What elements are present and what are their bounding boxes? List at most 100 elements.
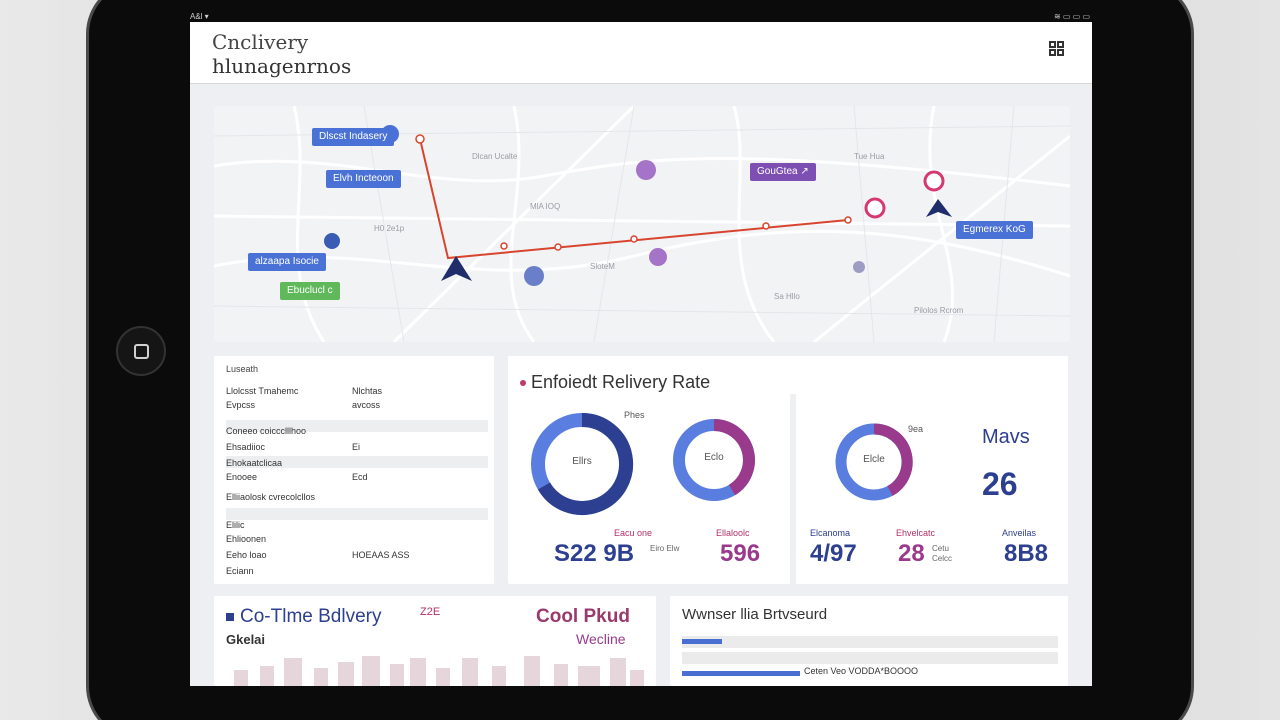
rate-divider	[790, 394, 796, 584]
hbar-fill	[682, 639, 722, 644]
hbar-fill	[682, 671, 800, 676]
ontime-badge: Z2E	[420, 606, 441, 618]
detail-separator	[226, 420, 488, 432]
vehicle-marker-icon-2[interactable]	[926, 199, 952, 217]
bar	[234, 670, 248, 686]
stat-value-1: S22 9B	[554, 540, 635, 567]
location-pin-icon-2[interactable]	[864, 197, 886, 219]
detail-row: Coneeo coiccclllhoo	[226, 426, 486, 440]
stat-unit-4: Cetu Celcc	[932, 544, 953, 563]
third-caption: 9ea	[908, 424, 924, 434]
stat-value-2: 596	[720, 540, 761, 567]
detail-row: Ehsadiioc Ei	[226, 442, 486, 456]
detail-label: Elliiaolosk cvrecolcllos	[226, 492, 316, 502]
app-screen: Cnclivery hlunagenrnos	[190, 22, 1092, 686]
pin-icon-2[interactable]	[324, 233, 340, 249]
detail-row: Enooee Ecd	[226, 472, 486, 486]
pin-icon-6[interactable]	[853, 261, 865, 273]
detail-label: Coneeo coiccclllhoo	[226, 426, 307, 436]
donut-chart-3[interactable]: Elcle	[834, 422, 914, 502]
hbar-track	[682, 636, 1058, 648]
stat-value-3: 4/97	[810, 540, 857, 567]
map-label-1[interactable]: Dlscst Indasery	[312, 128, 395, 146]
map-street-3: MlA IOQ	[530, 202, 561, 211]
delivery-map[interactable]: Dlscst Indasery Elvh Incteoon alzaapa Is…	[214, 106, 1070, 342]
map-label-2[interactable]: Elvh Incteoon	[326, 170, 401, 188]
location-pin-icon-1[interactable]	[923, 170, 945, 192]
bar	[578, 666, 600, 686]
stat-value-4: 28	[898, 540, 925, 567]
delivery-rate-title-text: Enfoiedt Relivery Rate	[531, 372, 711, 392]
app-title-line2: hlunagenrnos	[212, 54, 352, 78]
bar	[284, 658, 302, 686]
detail-row: Evpcss avcoss	[226, 400, 486, 414]
donut-2-svg	[673, 419, 755, 501]
title-dot-icon	[520, 380, 526, 387]
map-label-3[interactable]: alzaapa Isocie	[248, 253, 326, 271]
stat-label-2: Ellaloolc	[716, 528, 750, 538]
app-title-line1: Cnclivery	[212, 30, 309, 54]
detail-value: HOEAAS ASS	[352, 550, 410, 560]
bar	[610, 658, 626, 686]
vehicle-marker-icon[interactable]	[441, 256, 472, 281]
map-street-4: SloteM	[590, 262, 615, 271]
map-label-5[interactable]: GouGtea ↗	[750, 163, 816, 181]
bar	[362, 656, 380, 686]
delivery-rate-title: Enfoiedt Relivery Rate	[520, 372, 710, 393]
bar	[554, 664, 568, 686]
donut-chart-2[interactable]: Eclo	[672, 418, 756, 502]
donut-3-svg	[835, 423, 913, 501]
stat-value-5: 8B8	[1004, 540, 1049, 567]
stat-unit-1: Eiro Elw	[650, 544, 680, 553]
map-street-1: Dlcan Ucalte	[472, 152, 518, 161]
pin-icon-3[interactable]	[524, 266, 544, 286]
ontime-square-icon	[226, 612, 234, 621]
route-stops	[415, 134, 852, 251]
detail-label: Llolcsst Tmahemc	[226, 386, 299, 396]
detail-label: Ehokaatclicaa	[226, 458, 283, 468]
detail-row: Eciann	[226, 566, 486, 580]
detail-label: Ehlioonen	[226, 534, 267, 544]
bar	[630, 670, 644, 686]
status-bar: A&l ▾ ≋ ▭ ▭ ▭	[190, 10, 1092, 22]
map-label-4[interactable]: Ebuclucl c	[280, 282, 340, 300]
delivery-rate-card: Enfoiedt Relivery Rate Ellrs Phes Eclo E…	[508, 356, 1068, 584]
detail-value: Nlchtas	[352, 386, 383, 396]
bar	[314, 668, 328, 686]
detail-separator	[226, 508, 488, 520]
bar	[338, 662, 354, 686]
donut-2-center: Eclo	[704, 452, 724, 463]
mavs-title: Mavs	[982, 426, 1030, 448]
bar	[390, 664, 404, 686]
home-square-icon	[134, 344, 149, 359]
map-label-6[interactable]: Egmerex KoG	[956, 221, 1033, 239]
breakdown-card: Wwnser llia Brtvseurd Ceten Veo VODDA*BO…	[670, 596, 1068, 686]
detail-label: Enooee	[226, 472, 258, 482]
map-street-2: H0 2e1p	[374, 224, 405, 233]
ontime-title-text: Co-Tlme Bdlvery	[240, 606, 382, 627]
grid-icon[interactable]	[1048, 40, 1066, 58]
hbar-track	[682, 652, 1058, 664]
donut-chart-1[interactable]: Ellrs	[530, 412, 634, 516]
ontime-delivery-card: Co-Tlme Bdlvery Z2E Gkelai Cool Pkud Wec…	[214, 596, 656, 686]
pills-caption: Phes	[624, 410, 645, 420]
detail-row: Elilic	[226, 520, 486, 534]
home-button[interactable]	[116, 326, 166, 376]
pin-icon-4[interactable]	[636, 160, 656, 180]
stat-label-5: Anveilas	[1002, 528, 1037, 538]
bar	[524, 656, 540, 686]
ontime-title: Co-Tlme Bdlvery	[226, 606, 381, 628]
breakdown-title: Wwnser llia Brtvseurd	[682, 606, 828, 623]
bar	[462, 658, 478, 686]
details-card: Luseath Llolcsst Tmahemc Nlchtas Evpcss av…	[214, 356, 494, 584]
status-right: ≋ ▭ ▭ ▭	[1053, 12, 1090, 21]
pin-icon-5[interactable]	[649, 248, 667, 266]
map-street-6: Sa Hllo	[774, 292, 800, 301]
donut-1-svg	[531, 412, 634, 515]
map-street-5: Tue Hua	[854, 152, 885, 161]
hbar-track	[682, 668, 1058, 680]
donut-3-center: Elcle	[863, 454, 885, 465]
map-street-7: Pilolos Rcrom	[914, 306, 964, 315]
detail-row: Ehlioonen	[226, 534, 486, 548]
hbar-label: Ceten Veo VODDA*BOOOO	[804, 666, 919, 676]
